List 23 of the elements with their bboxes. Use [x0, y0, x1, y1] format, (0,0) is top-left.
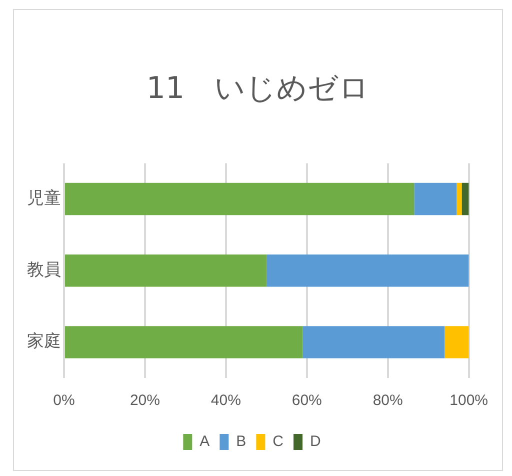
- legend-label: C: [272, 433, 284, 450]
- bar: [414, 182, 457, 216]
- bar: [302, 326, 445, 358]
- bar: [65, 326, 303, 358]
- y-tick-label: 児童: [27, 188, 61, 208]
- chart-title: 11 いじめゼロ: [145, 70, 371, 108]
- legend-label: A: [200, 433, 210, 450]
- bar: [266, 254, 469, 287]
- x-tick-label: 100%: [450, 392, 488, 410]
- legend-label: D: [310, 433, 322, 450]
- bar: [65, 182, 414, 216]
- x-tick-label: 60%: [292, 392, 322, 410]
- y-tick-label: 家庭: [27, 332, 61, 352]
- legend-label: B: [236, 433, 246, 450]
- x-tick-label: 0%: [53, 392, 75, 410]
- bar: [444, 326, 469, 358]
- x-tick-label: 40%: [210, 392, 241, 410]
- x-tick-label: 20%: [130, 392, 160, 410]
- bar: [462, 182, 469, 216]
- y-tick-label: 教員: [27, 260, 61, 280]
- bar: [65, 254, 266, 287]
- x-tick-label: 80%: [372, 392, 403, 410]
- bar: [456, 182, 462, 216]
